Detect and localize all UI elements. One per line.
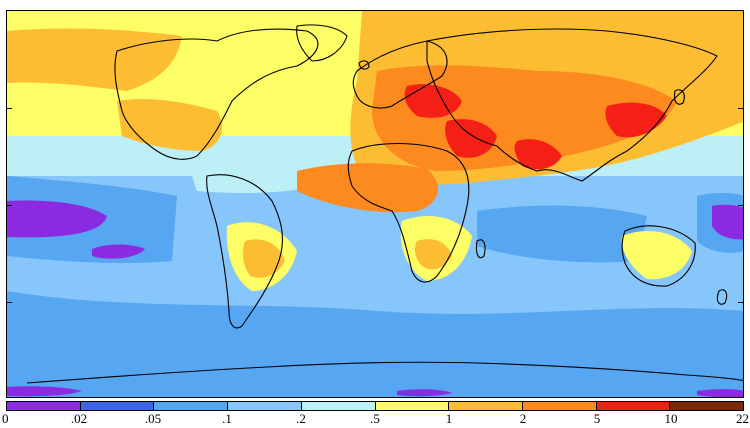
legend-swatch-9 bbox=[670, 402, 744, 410]
indian-ocean-blue bbox=[477, 205, 647, 263]
australia-coast bbox=[621, 225, 696, 287]
right-tick-1 bbox=[738, 108, 743, 109]
band-antarctic bbox=[7, 341, 743, 397]
southern-belt bbox=[7, 291, 743, 341]
right-tick-3 bbox=[738, 302, 743, 303]
color-legend bbox=[6, 401, 744, 411]
legend-swatch-6 bbox=[449, 402, 523, 410]
legend-tick-4: .2 bbox=[296, 411, 306, 426]
purple-antarctic-2 bbox=[397, 389, 452, 397]
contour-field bbox=[7, 11, 743, 397]
legend-swatch-5 bbox=[375, 402, 450, 410]
left-tick-3 bbox=[7, 302, 12, 303]
purple-antarctic-3 bbox=[697, 389, 743, 397]
purple-patch-2 bbox=[92, 244, 145, 259]
legend-tick-2: .05 bbox=[144, 411, 162, 426]
purple-south-pacific bbox=[7, 200, 107, 238]
legend-tick-8: 5 bbox=[593, 411, 601, 426]
south-america-orange bbox=[242, 239, 285, 278]
africa-orange bbox=[414, 239, 452, 270]
arctic-orange bbox=[7, 28, 182, 91]
legend-swatch-1 bbox=[80, 402, 155, 410]
australia-yellow bbox=[621, 231, 692, 280]
legend-tick-1: .02 bbox=[70, 411, 88, 426]
legend-tick-6: 1 bbox=[445, 411, 453, 426]
africa-coast bbox=[347, 142, 470, 283]
legend-swatch-2 bbox=[154, 402, 229, 410]
north-america-coast bbox=[114, 28, 319, 160]
asia-coast bbox=[426, 28, 718, 182]
legend-tick-7: 2 bbox=[519, 411, 527, 426]
europe-coast bbox=[352, 40, 448, 109]
legend-tick-0: 0 bbox=[2, 411, 9, 426]
right-tick-2 bbox=[738, 205, 743, 206]
legend-swatch-0 bbox=[7, 402, 81, 410]
legend-tick-9: 10 bbox=[664, 411, 678, 426]
legend-tick-5: .5 bbox=[370, 411, 380, 426]
red-middle-east bbox=[445, 119, 497, 158]
legend-swatch-3 bbox=[228, 402, 302, 410]
legend-swatch-4 bbox=[301, 402, 376, 410]
left-tick-2 bbox=[7, 205, 12, 206]
north-america-orange bbox=[117, 99, 222, 151]
uk-coast bbox=[358, 60, 370, 70]
japan-coast bbox=[673, 89, 685, 105]
left-tick-1 bbox=[7, 108, 12, 109]
greenland-coast bbox=[296, 24, 348, 62]
red-india bbox=[514, 139, 562, 170]
world-map bbox=[6, 10, 744, 398]
purple-east-pacific bbox=[712, 204, 743, 240]
legend-swatch-8 bbox=[596, 402, 671, 410]
legend-swatch-7 bbox=[522, 402, 597, 410]
pacific-light bbox=[27, 139, 157, 169]
purple-antarctic-1 bbox=[7, 386, 82, 397]
antarctica-coast bbox=[26, 361, 743, 384]
new-zealand-coast bbox=[716, 289, 728, 305]
madagascar-coast bbox=[475, 239, 486, 259]
legend-tick-3: .1 bbox=[222, 411, 232, 426]
legend-tick-10: 22 bbox=[736, 411, 749, 426]
sahara-orange bbox=[297, 163, 438, 213]
south-america-coast bbox=[206, 174, 283, 329]
